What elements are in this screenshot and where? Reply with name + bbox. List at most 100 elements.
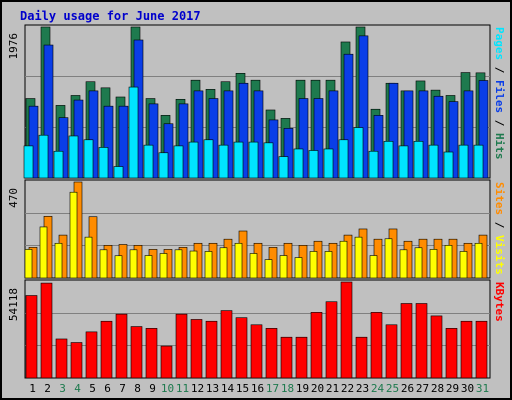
bar-kbytes-7 — [115, 313, 128, 379]
bar-pages-5 — [83, 139, 94, 179]
bar-visits-10 — [159, 253, 168, 279]
bar-kbytes-23 — [355, 336, 368, 379]
legend-part-hits-files-pages-1: / — [493, 60, 506, 74]
bar-pages-29 — [443, 151, 454, 179]
x-tick-label-15: 15 — [236, 382, 249, 395]
x-tick-label-22: 22 — [341, 382, 354, 395]
bar-files-25 — [388, 82, 399, 179]
bar-files-11 — [178, 103, 189, 179]
bar-files-2 — [43, 44, 54, 179]
bar-pages-28 — [428, 144, 439, 179]
bar-kbytes-16 — [250, 324, 263, 379]
bar-visits-15 — [234, 242, 243, 279]
bar-kbytes-11 — [175, 313, 188, 379]
bar-visits-29 — [444, 245, 453, 279]
bar-kbytes-15 — [235, 317, 248, 379]
bar-pages-17 — [263, 142, 274, 179]
bar-visits-8 — [129, 249, 138, 279]
legend-part-sites-visits-0: Sites — [493, 182, 506, 215]
bar-kbytes-9 — [145, 328, 158, 379]
bar-files-10 — [163, 123, 174, 179]
bar-kbytes-29 — [445, 328, 458, 379]
x-tick-label-8: 8 — [134, 382, 141, 395]
bar-visits-7 — [114, 255, 123, 279]
bar-files-19 — [298, 98, 309, 179]
legend-kbytes: KBytes — [493, 282, 506, 322]
legend-part-hits-files-pages-4: Hits — [493, 126, 506, 159]
x-tick-label-13: 13 — [206, 382, 219, 395]
bar-pages-23 — [353, 127, 364, 179]
bar-pages-7 — [113, 166, 124, 179]
bar-pages-12 — [188, 141, 199, 179]
bar-kbytes-26 — [400, 303, 413, 379]
bar-pages-26 — [398, 145, 409, 179]
x-tick-label-19: 19 — [296, 382, 309, 395]
bar-pages-20 — [308, 150, 319, 179]
x-tick-label-27: 27 — [416, 382, 429, 395]
x-tick-label-3: 3 — [59, 382, 66, 395]
bar-kbytes-4 — [70, 342, 83, 379]
legend-part-hits-files-pages-2: Files — [493, 73, 506, 113]
bar-files-15 — [238, 82, 249, 179]
bar-files-9 — [148, 103, 159, 179]
bar-visits-31 — [474, 242, 483, 279]
legend-sites-visits: Sites / Visits — [493, 182, 506, 275]
bar-files-13 — [208, 98, 219, 179]
x-tick-label-1: 1 — [29, 382, 36, 395]
bar-pages-24 — [368, 150, 379, 179]
bar-visits-24 — [369, 255, 378, 279]
bar-kbytes-24 — [370, 312, 383, 379]
bar-files-1 — [28, 105, 39, 179]
bar-pages-22 — [338, 139, 349, 179]
bar-files-20 — [313, 98, 324, 179]
bar-kbytes-10 — [160, 345, 173, 379]
bar-pages-9 — [143, 144, 154, 179]
bar-kbytes-12 — [190, 319, 203, 379]
legend-part-hits-files-pages-3: / — [493, 113, 506, 127]
bar-files-31 — [478, 80, 489, 179]
chart-title: Daily usage for June 2017 — [20, 9, 201, 23]
x-tick-label-20: 20 — [311, 382, 324, 395]
x-tick-label-6: 6 — [104, 382, 111, 395]
bar-kbytes-5 — [85, 331, 98, 379]
bar-kbytes-20 — [310, 312, 323, 379]
x-tick-label-21: 21 — [326, 382, 339, 395]
bar-pages-10 — [158, 152, 169, 179]
bar-visits-23 — [354, 236, 363, 279]
x-tick-label-25: 25 — [386, 382, 399, 395]
x-tick-label-29: 29 — [446, 382, 459, 395]
legend-part-sites-visits-2: Visits — [493, 228, 506, 274]
bar-pages-19 — [293, 148, 304, 179]
bar-visits-28 — [429, 249, 438, 279]
bar-visits-20 — [309, 251, 318, 279]
bar-visits-22 — [339, 240, 348, 279]
x-tick-label-23: 23 — [356, 382, 369, 395]
bar-pages-31 — [473, 144, 484, 179]
x-tick-label-16: 16 — [251, 382, 264, 395]
bar-files-3 — [58, 117, 69, 179]
bar-visits-21 — [324, 251, 333, 279]
x-tick-label-10: 10 — [161, 382, 174, 395]
bar-kbytes-6 — [100, 320, 113, 379]
bar-visits-6 — [99, 249, 108, 279]
x-tick-label-18: 18 — [281, 382, 294, 395]
x-tick-label-9: 9 — [149, 382, 156, 395]
bar-visits-13 — [204, 251, 213, 279]
bar-pages-18 — [278, 156, 289, 179]
bar-pages-4 — [68, 135, 79, 179]
bar-visits-26 — [399, 249, 408, 279]
bar-kbytes-22 — [340, 281, 353, 379]
bar-files-12 — [193, 90, 204, 179]
ymax-label-hits-files-pages: 1976 — [7, 33, 20, 60]
bar-kbytes-27 — [415, 303, 428, 379]
bar-files-29 — [448, 101, 459, 179]
x-tick-label-24: 24 — [371, 382, 385, 395]
bar-files-23 — [358, 35, 369, 179]
legend-part-hits-files-pages-0: Pages — [493, 27, 506, 60]
bar-visits-19 — [294, 257, 303, 279]
ymax-label-sites-visits: 470 — [7, 188, 20, 208]
x-tick-label-2: 2 — [44, 382, 51, 395]
bar-kbytes-1 — [25, 295, 38, 379]
bar-files-22 — [343, 53, 354, 179]
bar-pages-14 — [218, 144, 229, 179]
